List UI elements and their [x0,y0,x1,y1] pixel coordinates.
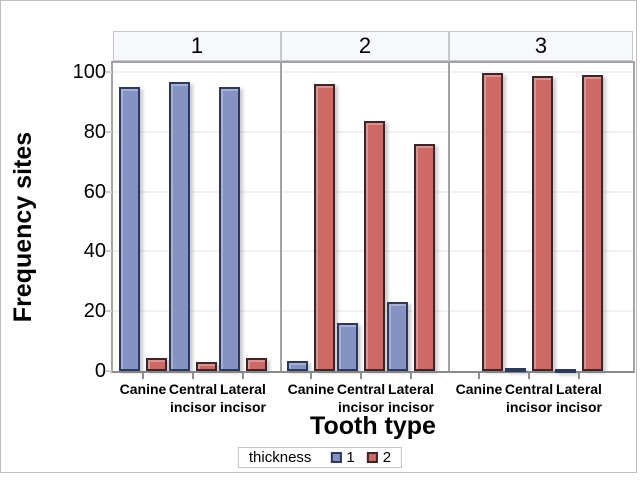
y-tick-mark-40 [105,250,112,253]
bar-panel2-Central-incisor-thickness2 [364,121,385,371]
bar-panel3-Central-incisor-thickness1 [505,368,526,372]
legend-item-2: 2 [366,449,392,466]
bar-panel1-Central-incisor-thickness2 [196,362,217,371]
legend-swatch-2 [366,452,378,463]
bar-panel1-Canine-thickness2 [146,358,167,371]
y-tick-label-60: 60 [83,180,106,203]
y-tick-mark-80 [105,130,112,133]
bar-panel1-Canine-thickness1 [119,87,140,371]
y-tick-mark-60 [105,190,112,193]
bar-panel2-Canine-thickness1 [287,361,308,371]
category-label-Lateral-incisor: Lateral incisor [220,381,266,415]
plot-area [111,61,635,373]
panel-separator [280,63,282,371]
category-label-Central-incisor: Central incisor [336,381,386,415]
y-tick-label-40: 40 [83,240,106,263]
x-tick-Central-incisor [192,373,194,379]
y-tick-label-100: 100 [72,60,106,83]
legend-title: thickness [248,449,312,466]
legend-item-label: 2 [382,449,392,466]
category-label-Central-incisor: Central incisor [504,381,554,415]
category-label-Lateral-incisor: Lateral incisor [388,381,434,415]
bar-panel3-Canine-thickness2 [482,73,503,371]
bar-panel3-Central-incisor-thickness2 [532,76,553,371]
bar-panel1-Lateral-incisor-thickness2 [246,358,267,371]
x-tick-Canine [142,373,144,379]
bar-panel3-Lateral-incisor-thickness1 [555,369,576,373]
category-label-Canine: Canine [119,381,167,397]
gridline-100 [113,70,633,73]
panel-header-2: 2 [281,31,449,61]
y-tick-mark-100 [105,70,112,73]
y-tick-mark-20 [105,310,112,313]
x-tick-Canine [478,373,480,379]
bar-panel2-Canine-thickness2 [314,84,335,371]
x-tick-Canine [310,373,312,379]
panel-separator [448,63,450,371]
y-tick-label-80: 80 [83,120,106,143]
category-label-Central-incisor: Central incisor [168,381,218,415]
bar-panel2-Lateral-incisor-thickness1 [387,302,408,371]
bar-panel3-Lateral-incisor-thickness2 [582,75,603,371]
category-label-Canine: Canine [287,381,335,397]
panel-header-1: 1 [113,31,281,61]
category-label-Canine: Canine [455,381,503,397]
legend-item-1: 1 [330,449,355,466]
y-tick-mark-0 [105,370,112,372]
bar-panel1-Central-incisor-thickness1 [169,82,190,371]
bar-panel2-Central-incisor-thickness1 [337,323,358,371]
y-tick-label-20: 20 [83,300,106,323]
legend-item-label: 1 [346,449,355,466]
x-axis-title: Tooth type [310,412,436,440]
x-tick-Central-incisor [360,373,362,379]
y-tick-label-0: 0 [94,360,106,382]
panel-header-3: 3 [449,31,633,61]
legend-swatch-1 [330,452,342,463]
x-tick-Lateral-incisor [242,373,244,379]
bar-panel2-Lateral-incisor-thickness2 [414,144,435,371]
bar-panel1-Lateral-incisor-thickness1 [219,87,240,371]
category-label-Lateral-incisor: Lateral incisor [556,381,602,415]
x-tick-Lateral-incisor [410,373,412,379]
x-tick-Lateral-incisor [578,373,580,379]
x-tick-Central-incisor [528,373,530,379]
